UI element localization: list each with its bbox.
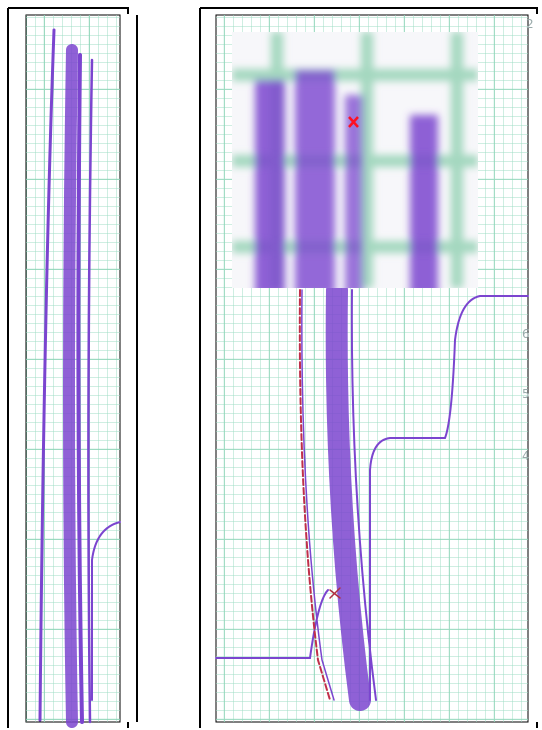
scale-label: 5 [522, 387, 530, 401]
viewer: 2 6 5 4 [0, 0, 542, 730]
scale-label: 6 [522, 327, 530, 341]
zoom-inset [232, 32, 478, 295]
scale-label: 4 [522, 449, 530, 463]
scale-label: 2 [526, 17, 534, 31]
left-strip [26, 15, 120, 722]
page: 2 6 5 4 (() => { const data = JSON.parse… [0, 0, 542, 730]
